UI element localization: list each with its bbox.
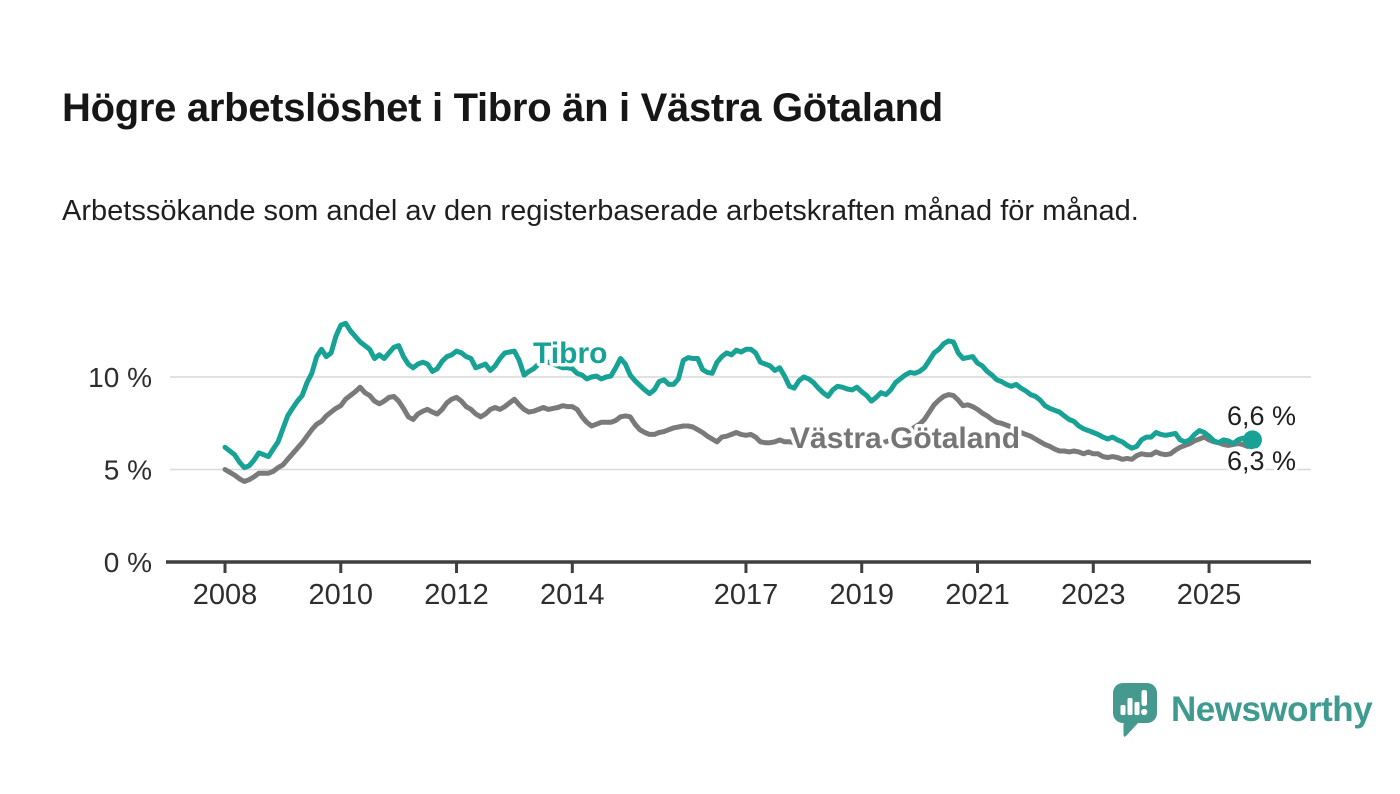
brand-wordmark: Newsworthy <box>1171 690 1373 729</box>
newsworthy-logo-icon <box>1112 682 1158 738</box>
x-axis-label: 2017 <box>714 579 779 611</box>
x-axis-label: 2021 <box>945 579 1010 611</box>
x-axis-label: 2008 <box>193 579 258 611</box>
page-title: Högre arbetslöshet i Tibro än i Västra G… <box>62 85 943 130</box>
x-axis-label: 2023 <box>1061 579 1126 611</box>
brand-footer: Newsworthy <box>1112 682 1373 738</box>
series-label-vastra-gotaland: Västra Götaland <box>790 422 1020 455</box>
x-axis-label: 2019 <box>829 579 894 611</box>
y-axis-label: 0 % <box>104 547 152 578</box>
end-value-label-vastra-gotaland: 6,3 % <box>1227 446 1296 476</box>
y-axis-label: 10 % <box>88 362 152 393</box>
series-end-dot <box>1242 430 1262 450</box>
series-label-tibro: Tibro <box>533 337 607 370</box>
x-axis-label: 2025 <box>1177 579 1242 611</box>
page-subtitle: Arbetssökande som andel av den registerb… <box>62 195 1139 227</box>
series-line-vastra-gotaland <box>222 384 1255 484</box>
end-value-label-tibro: 6,6 % <box>1227 401 1296 431</box>
x-axis-label: 2010 <box>309 579 374 611</box>
x-axis-label: 2014 <box>540 579 605 611</box>
x-axis-label: 2012 <box>424 579 489 611</box>
series-line-tibro <box>222 320 1255 471</box>
y-axis-label: 5 % <box>104 455 152 486</box>
